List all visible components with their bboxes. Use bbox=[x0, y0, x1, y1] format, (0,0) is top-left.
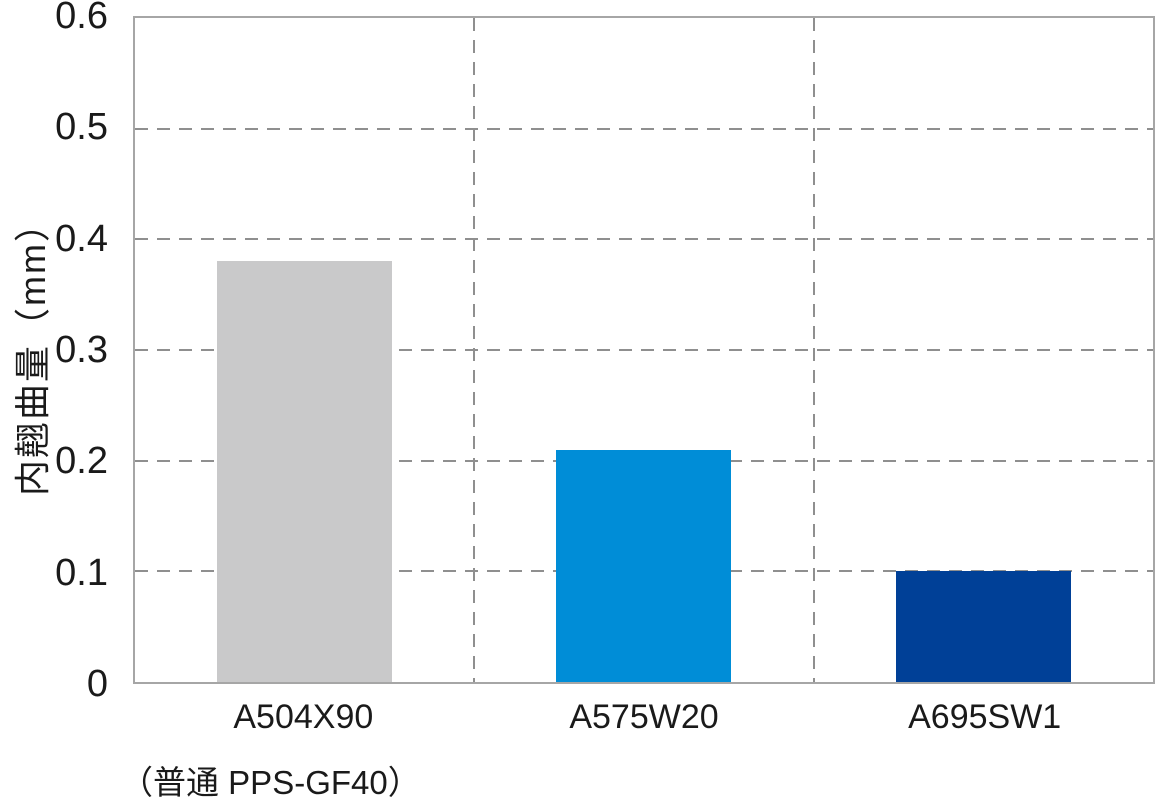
y-tick-label: 0.4 bbox=[55, 217, 108, 260]
bar-column-a575w20 bbox=[474, 18, 813, 682]
y-axis-tick-labels: 0 0.1 0.2 0.3 0.4 0.5 0.6 bbox=[0, 0, 112, 703]
y-tick-label: 0.2 bbox=[55, 440, 108, 483]
bar-a695sw1 bbox=[895, 571, 1071, 682]
x-label-a575w20: A575W20 bbox=[569, 698, 719, 736]
bar-a504x90 bbox=[217, 261, 393, 682]
bars bbox=[135, 18, 1153, 682]
x-label-a695sw1: A695SW1 bbox=[908, 698, 1062, 736]
x-axis-labels: A504X90 A575W20 A695SW1 bbox=[133, 698, 1155, 737]
y-tick-label: 0 bbox=[86, 663, 108, 705]
horizontal-gridline bbox=[135, 127, 1153, 130]
footnote: （普通 PPS-GF40） bbox=[120, 764, 421, 801]
y-tick-label: 0.3 bbox=[55, 329, 108, 371]
plot-area bbox=[133, 16, 1155, 684]
horizontal-gridline bbox=[135, 349, 1153, 351]
bar-a575w20 bbox=[556, 449, 732, 682]
bar-column-a504x90 bbox=[135, 18, 474, 682]
y-tick-label: 0.6 bbox=[55, 0, 108, 37]
bar-column-a695sw1 bbox=[814, 18, 1153, 682]
horizontal-gridline bbox=[135, 238, 1153, 241]
y-tick-label: 0.5 bbox=[55, 106, 108, 149]
x-label-a504x90: A504X90 bbox=[233, 698, 374, 736]
y-tick-label: 0.1 bbox=[55, 551, 108, 594]
